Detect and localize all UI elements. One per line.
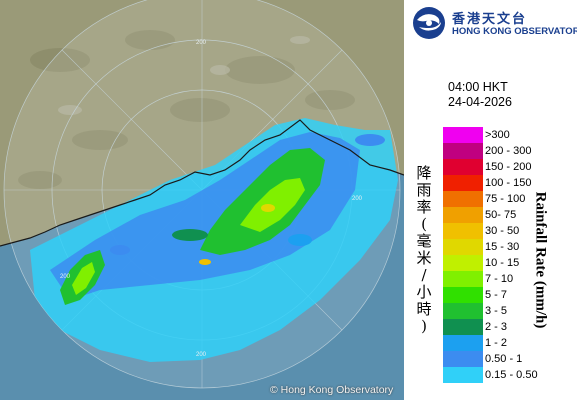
legend-swatch xyxy=(443,191,483,207)
legend-row: 75 - 100 xyxy=(443,191,567,207)
legend-title-english: Rainfall Rate (mm/h) xyxy=(532,191,549,329)
legend-label: 200 - 300 xyxy=(485,145,532,157)
legend-row: 5 - 7 xyxy=(443,287,567,303)
land-texture xyxy=(18,30,355,189)
echo-lightgreen-west xyxy=(72,262,95,295)
range-label-north: 200 xyxy=(196,40,207,46)
echo-darkgreen xyxy=(172,229,208,241)
legend-label: 5 - 7 xyxy=(485,289,508,301)
legend-title-char: 毫 xyxy=(416,232,432,250)
legend-label: 150 - 200 xyxy=(485,161,532,173)
observatory-logo: 香港天文台 HONG KONG OBSERVATORY xyxy=(412,6,577,42)
legend-title-char: ( xyxy=(421,215,427,233)
legend-row: 10 - 15 xyxy=(443,255,567,271)
logo-chinese-text: 香港天文台 xyxy=(452,12,528,27)
legend-label: 30 - 50 xyxy=(485,225,520,237)
legend-swatch xyxy=(443,143,483,159)
legend-swatch xyxy=(443,207,483,223)
legend-label: 2 - 3 xyxy=(485,321,508,333)
legend-label: 7 - 10 xyxy=(485,273,514,285)
side-panel: 香港天文台 HONG KONG OBSERVATORY 04:00 HKT 24… xyxy=(404,0,577,400)
legend-title-char: 時 xyxy=(416,300,432,318)
legend-title-char: 率 xyxy=(416,198,432,216)
coastline xyxy=(0,119,404,247)
legend-title-char: / xyxy=(421,266,427,284)
legend-swatch xyxy=(443,335,483,351)
legend-row: 1 - 2 xyxy=(443,335,567,351)
legend-title-char: 降 xyxy=(416,164,432,182)
echo-yellow-2 xyxy=(199,259,211,265)
legend-title-char: 雨 xyxy=(416,181,432,199)
legend-row: 3 - 5 xyxy=(443,303,567,319)
legend-label: 1 - 2 xyxy=(485,337,508,349)
echo-yellow-1 xyxy=(261,204,275,212)
legend-swatch xyxy=(443,303,483,319)
legend-label: 75 - 100 xyxy=(485,193,526,205)
legend-swatch xyxy=(443,239,483,255)
radar-time: 04:00 HKT xyxy=(448,80,508,94)
legend-swatch xyxy=(443,287,483,303)
legend-label: 100 - 150 xyxy=(485,177,532,189)
legend-row: 200 - 300 xyxy=(443,143,567,159)
radar-date: 24-04-2026 xyxy=(448,95,512,109)
range-label-south: 200 xyxy=(196,352,207,358)
legend-swatch xyxy=(443,351,483,367)
legend-row: 0.50 - 1 xyxy=(443,351,567,367)
legend-swatch xyxy=(443,159,483,175)
logo-english-text: HONG KONG OBSERVATORY xyxy=(452,26,577,37)
legend-title-chinese: 降雨率(毫米 / 小時) xyxy=(414,165,434,335)
legend-row: 100 - 150 xyxy=(443,175,567,191)
legend-row: 50- 75 xyxy=(443,207,567,223)
legend-title-char: 小 xyxy=(416,283,432,301)
legend-label: 0.15 - 0.50 xyxy=(485,369,538,381)
legend-row: 7 - 10 xyxy=(443,271,567,287)
range-label-east: 200 xyxy=(352,196,363,202)
legend-swatch xyxy=(443,127,483,143)
legend-label: >300 xyxy=(485,129,510,141)
echo-cell-3 xyxy=(355,134,385,146)
legend-row: 150 - 200 xyxy=(443,159,567,175)
legend-swatch xyxy=(443,367,483,383)
copyright-text: © Hong Kong Observatory xyxy=(270,384,394,396)
observatory-emblem-icon xyxy=(413,7,445,39)
range-label-west: 200 xyxy=(60,274,71,280)
legend-label: 50- 75 xyxy=(485,209,517,221)
legend-label: 15 - 30 xyxy=(485,241,520,253)
echo-cell-1 xyxy=(110,245,130,255)
echo-cell-2 xyxy=(288,234,312,246)
legend-row: 15 - 30 xyxy=(443,239,567,255)
legend-row: >300 xyxy=(443,127,567,143)
legend-swatch xyxy=(443,271,483,287)
legend-swatch xyxy=(443,255,483,271)
legend-title-char: ) xyxy=(421,317,427,335)
radar-map: 200 200 200 200 xyxy=(0,0,404,400)
legend-swatch xyxy=(443,319,483,335)
legend-row: 2 - 3 xyxy=(443,319,567,335)
land-highlights xyxy=(58,36,310,115)
legend-label: 0.50 - 1 xyxy=(485,353,523,365)
legend-row: 30 - 50 xyxy=(443,223,567,239)
legend-title-char: 米 xyxy=(416,249,432,267)
legend-label: 3 - 5 xyxy=(485,305,508,317)
legend-swatch xyxy=(443,175,483,191)
legend-swatch xyxy=(443,223,483,239)
legend-label: 10 - 15 xyxy=(485,257,520,269)
rainfall-legend: >300 200 - 300 150 - 200 100 - 150 75 - 100 5… xyxy=(443,127,567,383)
legend-row: 0.15 - 0.50 xyxy=(443,367,567,383)
